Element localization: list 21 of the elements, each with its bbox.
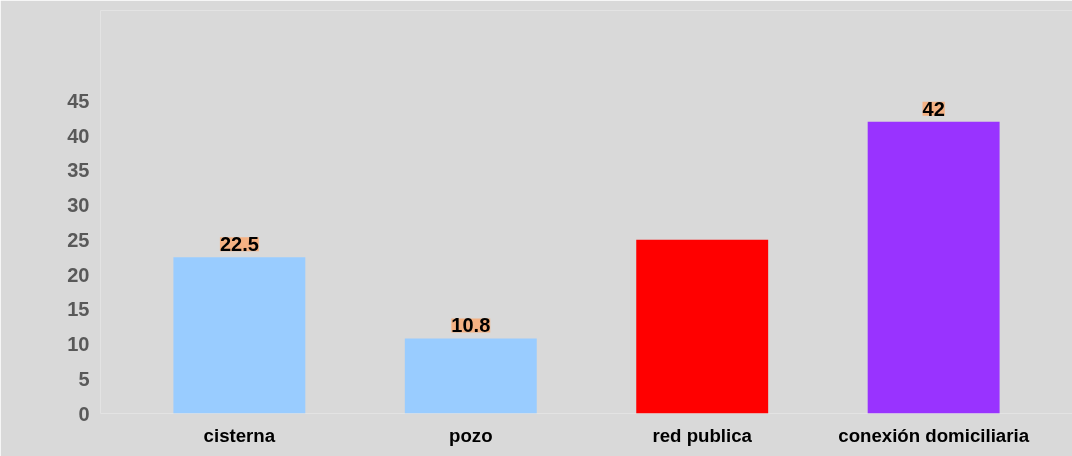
x-tick-label: pozo bbox=[449, 424, 493, 446]
y-tick-label: 15 bbox=[67, 298, 90, 321]
x-tick-label: cisterna bbox=[203, 424, 276, 446]
y-tick-label: 30 bbox=[67, 194, 90, 217]
data-label: 10.8 bbox=[451, 314, 491, 337]
y-tick-label: 45 bbox=[67, 89, 90, 112]
x-tick-label: conexión domiciliaria bbox=[838, 424, 1030, 446]
bar bbox=[867, 121, 1000, 414]
bar bbox=[636, 239, 769, 414]
y-tick-label: 5 bbox=[78, 367, 90, 390]
y-tick-label: 25 bbox=[67, 228, 90, 251]
bar bbox=[173, 257, 306, 414]
x-tick-label: red publica bbox=[652, 424, 753, 446]
y-tick-label: 40 bbox=[67, 124, 90, 147]
y-tick-label: 35 bbox=[67, 159, 90, 182]
data-label: 42 bbox=[922, 97, 945, 120]
y-tick-label: 0 bbox=[78, 402, 90, 425]
y-tick-label: 20 bbox=[67, 263, 90, 286]
data-label: 22.5 bbox=[219, 233, 259, 256]
y-tick-label: 10 bbox=[67, 333, 90, 356]
bar bbox=[404, 338, 537, 414]
